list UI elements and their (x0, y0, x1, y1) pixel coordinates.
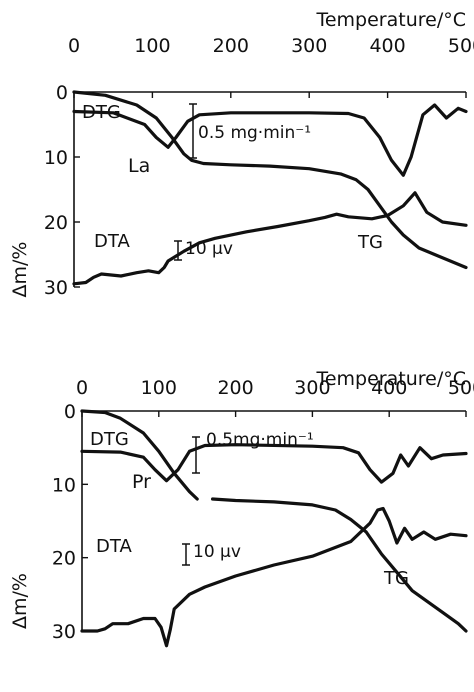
x-tick-label: 300 (291, 35, 327, 57)
tg-curve (80, 409, 199, 501)
x-tick-label: 200 (217, 377, 253, 399)
dta-curve-label: DTA (94, 231, 130, 252)
mass-axis-title: Δm/% (9, 242, 31, 298)
dtg-scale-bar (192, 436, 200, 474)
x-tick-label: 0 (68, 35, 80, 57)
panel-la: Temperature/°C 0 100 200 300 400 500 0 10 20 30 Δm/… (9, 9, 474, 299)
element-label: La (128, 155, 150, 177)
y-tick-label: 30 (44, 277, 68, 299)
x-tick-label: 400 (371, 377, 407, 399)
x-tick-label: 200 (213, 35, 249, 57)
y-tick-label: 20 (52, 548, 76, 570)
dta-curve (80, 506, 468, 648)
dtg-scale-bar (189, 103, 197, 159)
x-tick-label: 100 (141, 377, 177, 399)
dtg-curve (72, 103, 468, 177)
y-tick-label: 10 (44, 147, 68, 169)
dta-curve (72, 191, 468, 286)
y-tick-label: 20 (44, 212, 68, 234)
dta-curve-label: DTA (96, 536, 132, 557)
dtg-curve-label: DTG (90, 429, 129, 450)
temperature-axis-title: Temperature/°C (315, 368, 466, 390)
x-tick-label: 500 (448, 35, 474, 57)
dtg-scale-label: 0.5mg·min⁻¹ (206, 430, 314, 450)
dta-scale-bar (182, 543, 190, 566)
x-tick-label: 500 (448, 377, 474, 399)
dtg-curve (80, 443, 468, 484)
dtg-scale-label: 0.5 mg·min⁻¹ (198, 123, 311, 143)
dta-scale-bar (174, 240, 182, 261)
tg-curve (72, 90, 468, 270)
element-label: Pr (132, 471, 151, 493)
temperature-axis-title: Temperature/°C (315, 9, 466, 31)
x-tick-label: 400 (369, 35, 405, 57)
dta-scale-label: 10 µv (185, 239, 233, 259)
y-tick-label: 0 (64, 401, 76, 423)
dtg-curve-label: DTG (82, 102, 121, 123)
x-tick-label: 0 (76, 377, 88, 399)
dta-scale-label: 10 µv (193, 542, 241, 562)
mass-axis-title: Δm/% (9, 573, 31, 629)
y-tick-label: 30 (52, 621, 76, 643)
y-tick-label: 10 (52, 474, 76, 496)
tg-curve-label: TG (383, 568, 409, 589)
tg-curve-label: TG (357, 232, 383, 253)
y-tick-label: 0 (56, 82, 68, 104)
x-tick-label: 300 (294, 377, 330, 399)
x-tick-label: 100 (134, 35, 170, 57)
panel-pr: Temperature/°C 0 100 200 300 400 500 0 10 20 30 Δm/… (9, 368, 474, 648)
tg-curve (211, 497, 468, 633)
